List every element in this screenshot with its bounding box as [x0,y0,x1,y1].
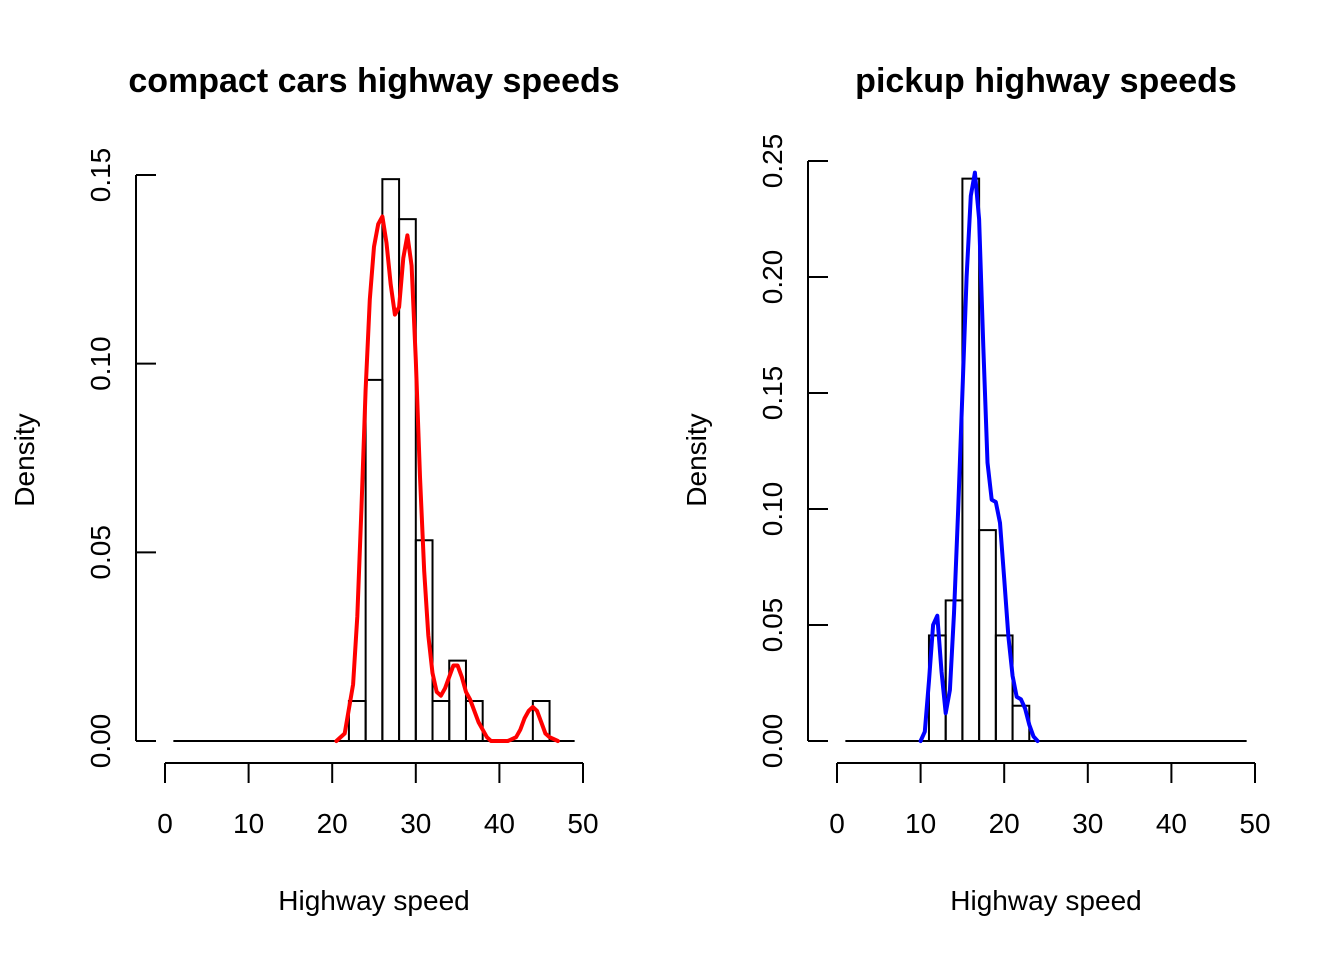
y-tick-label: 0.05 [757,598,788,653]
chart-title: compact cars highway speeds [128,62,619,100]
histogram-bar [431,700,451,743]
x-tick-label: 30 [1072,808,1103,839]
x-axis-label: Highway speed [278,885,469,916]
y-tick-label: 0.15 [757,366,788,421]
histogram-bars [845,177,1247,743]
y-tick-label: 0.10 [757,482,788,537]
histogram-bar [381,178,401,742]
density-curve [918,170,1040,743]
y-tick-label: 0.25 [757,134,788,189]
histogram-bars [173,178,575,743]
x-tick-label: 50 [1239,808,1270,839]
x-tick-label: 40 [1156,808,1187,839]
x-tick-label: 50 [567,808,598,839]
histogram-bar [364,378,384,742]
x-tick-label: 20 [317,808,348,839]
y-axis-label: Density [681,413,712,506]
panel-pickup: pickup highway speeds Highway speed Dens… [681,62,1271,916]
chart-title: pickup highway speeds [855,62,1237,100]
density-curve-group [918,170,1040,743]
y-tick-label: 0.00 [85,714,116,769]
x-tick-label: 20 [989,808,1020,839]
histogram-bar [961,177,981,742]
x-tick-label: 0 [157,808,173,839]
y-tick-label: 0.10 [85,336,116,391]
histogram-bar [978,529,997,742]
axes: 0 10 20 30 40 50 0.00 0.05 0.10 0.15 [85,148,599,839]
histogram-bar [531,700,551,743]
histogram-bar [464,700,484,743]
x-tick-label: 30 [400,808,431,839]
density-curve-group [334,214,560,743]
histogram-bar [347,700,367,743]
histogram-bar [994,634,1014,742]
x-axis-label: Highway speed [950,885,1141,916]
y-tick-label: 0.15 [85,148,116,203]
y-tick-label: 0.00 [757,714,788,769]
y-tick-label: 0.20 [757,250,788,305]
y-tick-label: 0.05 [85,525,116,580]
panel-compact-cars: compact cars highway speeds Highway spee… [9,62,620,916]
density-curve [334,214,560,743]
histogram-bar [398,218,417,742]
x-tick-label: 10 [233,808,264,839]
x-tick-label: 10 [905,808,936,839]
axes: 0 10 20 30 40 50 0.00 0.05 0.10 0.15 0.20 0.25 [757,134,1271,839]
x-tick-label: 0 [829,808,845,839]
x-tick-label: 40 [484,808,515,839]
y-axis-label: Density [9,413,40,506]
